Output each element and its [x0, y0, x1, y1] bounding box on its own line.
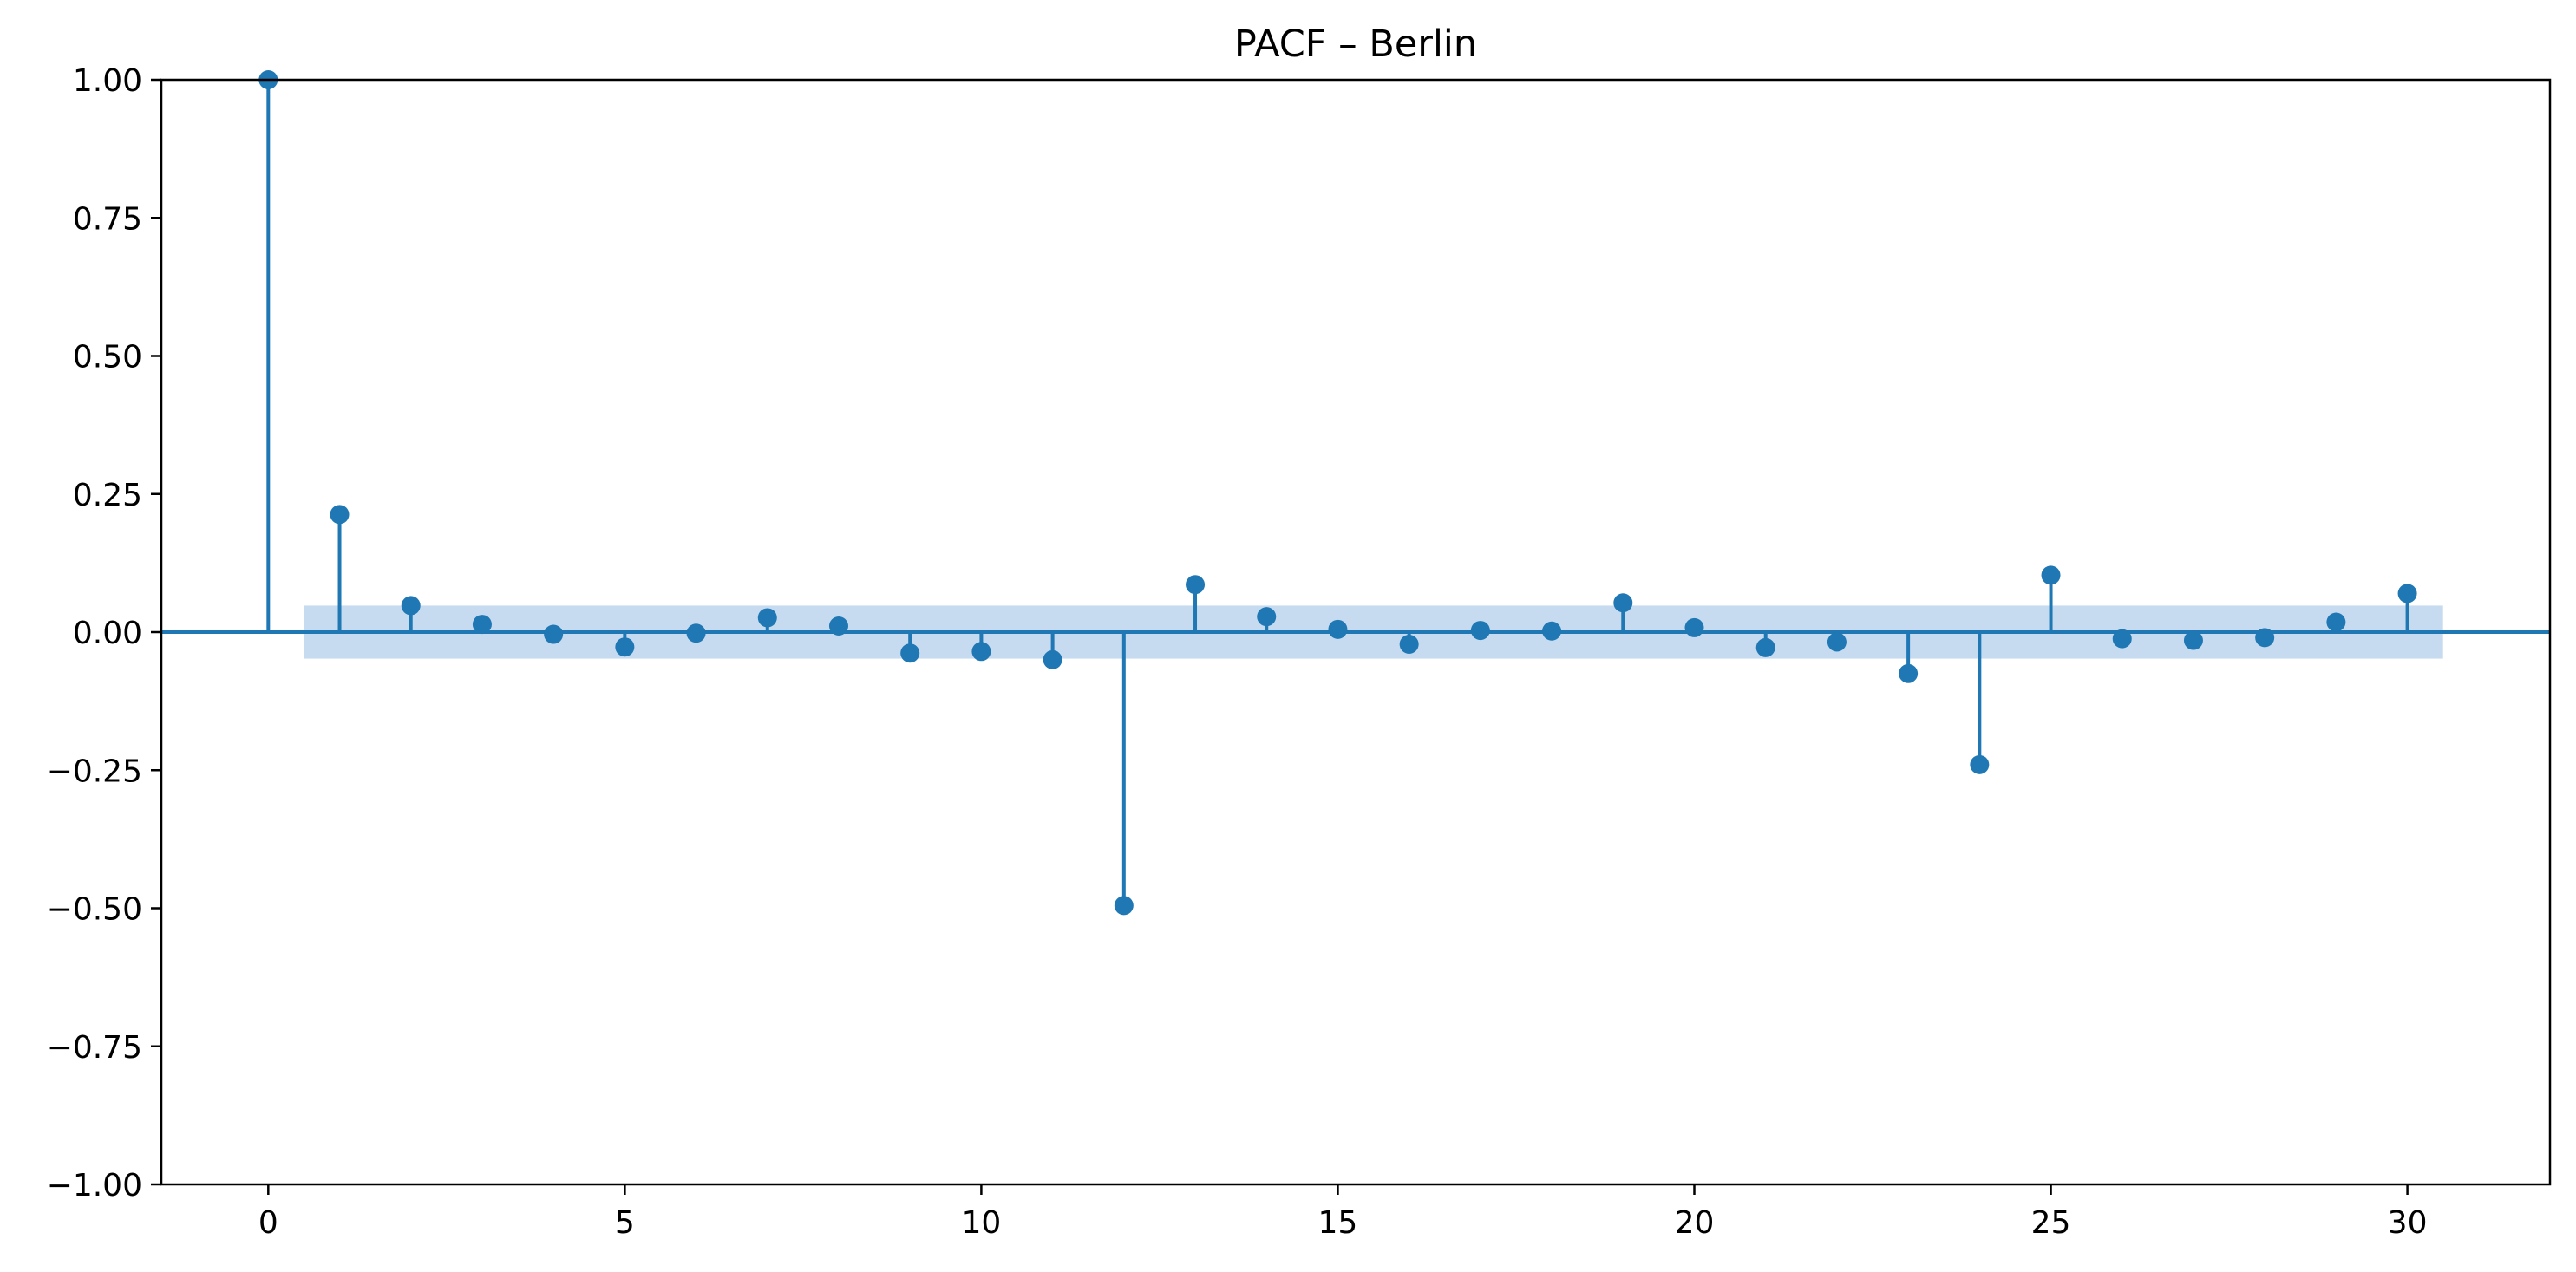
- marker-lag-7: [757, 608, 777, 628]
- marker-lag-30: [2397, 584, 2417, 603]
- marker-layer: [258, 70, 2417, 916]
- marker-lag-2: [401, 596, 421, 616]
- marker-lag-8: [828, 616, 848, 636]
- y-tick-label: 1.00: [73, 63, 142, 99]
- marker-lag-3: [472, 615, 492, 635]
- marker-lag-18: [1542, 621, 1562, 641]
- marker-lag-17: [1470, 621, 1490, 641]
- x-tick-label: 10: [961, 1205, 1001, 1241]
- y-tick-label: 0.00: [73, 616, 142, 651]
- marker-lag-1: [330, 505, 350, 525]
- marker-lag-29: [2326, 612, 2346, 632]
- y-tick-label: −0.75: [47, 1030, 142, 1066]
- y-axis-ticks: 1.00 0.75 0.50 0.25 0.00 −0.25 −0.50 −0.75 −1.00: [47, 63, 161, 1204]
- marker-lag-15: [1328, 619, 1348, 639]
- marker-lag-21: [1755, 637, 1775, 657]
- x-tick-label: 5: [615, 1205, 635, 1241]
- marker-lag-24: [1970, 754, 1990, 774]
- stem-layer: [266, 80, 2409, 906]
- marker-lag-4: [544, 624, 564, 644]
- marker-lag-27: [2183, 630, 2203, 650]
- marker-lag-20: [1684, 617, 1704, 637]
- x-axis-ticks: 0 5 10 15 20 25 30: [258, 1184, 2428, 1241]
- chart-title: PACF – Berlin: [1234, 23, 1477, 66]
- marker-lag-26: [2112, 629, 2132, 649]
- marker-lag-12: [1114, 896, 1134, 916]
- x-tick-label: 0: [258, 1205, 278, 1241]
- marker-lag-11: [1043, 649, 1062, 669]
- marker-lag-13: [1186, 575, 1206, 595]
- y-tick-label: 0.25: [73, 478, 142, 513]
- x-tick-label: 15: [1318, 1205, 1358, 1241]
- marker-lag-10: [971, 642, 991, 662]
- y-tick-label: 0.50: [73, 340, 142, 375]
- y-tick-label: −0.50: [47, 892, 142, 928]
- marker-lag-25: [2041, 565, 2061, 585]
- x-tick-label: 30: [2388, 1205, 2428, 1241]
- marker-lag-5: [615, 637, 635, 657]
- marker-lag-28: [2255, 628, 2275, 648]
- marker-lag-16: [1399, 635, 1419, 655]
- marker-lag-6: [686, 623, 706, 643]
- y-tick-label: −1.00: [47, 1168, 142, 1204]
- y-tick-label: 0.75: [73, 201, 142, 237]
- x-tick-label: 25: [2031, 1205, 2071, 1241]
- marker-lag-19: [1613, 593, 1633, 613]
- y-tick-label: −0.25: [47, 753, 142, 789]
- x-tick-label: 20: [1675, 1205, 1715, 1241]
- marker-lag-22: [1827, 632, 1847, 652]
- marker-lag-9: [900, 643, 920, 663]
- marker-lag-14: [1257, 607, 1277, 627]
- marker-lag-23: [1899, 663, 1919, 683]
